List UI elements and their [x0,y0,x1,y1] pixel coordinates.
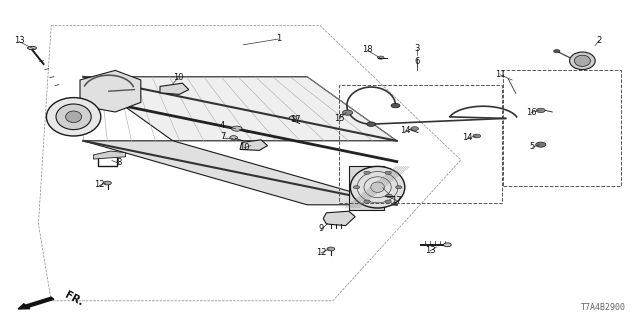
Circle shape [536,142,546,147]
Text: 12: 12 [316,248,326,257]
Circle shape [473,134,481,138]
Text: 16: 16 [526,108,536,116]
Text: T7A4B2900: T7A4B2900 [581,303,626,312]
Circle shape [353,186,360,189]
Circle shape [364,200,370,203]
Text: 4: 4 [220,121,225,130]
Circle shape [104,181,111,185]
Circle shape [385,171,391,174]
Circle shape [327,247,335,251]
Polygon shape [83,141,397,205]
Text: 8: 8 [116,158,122,167]
Text: 7: 7 [220,132,225,141]
Text: 17: 17 [291,115,301,124]
Circle shape [367,122,376,126]
Ellipse shape [575,55,591,67]
Text: 13: 13 [14,36,24,44]
Bar [503,70,621,186]
Text: 3: 3 [414,44,419,52]
Circle shape [411,127,419,131]
Text: 6: 6 [414,57,419,66]
Circle shape [386,194,392,197]
Ellipse shape [56,104,92,130]
Text: 9: 9 [319,224,324,233]
Polygon shape [80,70,141,112]
Circle shape [536,108,545,113]
Polygon shape [323,211,355,226]
Text: 14: 14 [400,126,410,135]
Circle shape [342,110,353,115]
Circle shape [554,50,560,53]
Circle shape [364,171,370,174]
Text: 18: 18 [362,45,372,54]
Text: 13: 13 [425,246,435,255]
Text: 14: 14 [462,133,472,142]
Text: 5: 5 [530,142,535,151]
Circle shape [391,103,400,108]
FancyArrow shape [18,297,54,309]
Text: 12: 12 [94,180,104,189]
Ellipse shape [570,52,595,70]
Circle shape [232,126,242,131]
Text: 10: 10 [173,73,183,82]
Ellipse shape [444,243,451,247]
Circle shape [396,186,402,189]
Text: FR.: FR. [63,290,84,308]
Text: 1: 1 [276,34,281,43]
Polygon shape [240,140,268,150]
Ellipse shape [351,166,404,208]
Ellipse shape [66,111,82,123]
Polygon shape [83,77,397,141]
Bar [339,85,502,203]
Text: 15: 15 [334,114,344,123]
Circle shape [289,116,297,120]
Circle shape [378,56,384,59]
Text: 2: 2 [596,36,602,44]
Ellipse shape [47,98,101,136]
Polygon shape [349,166,384,210]
Circle shape [385,200,391,203]
Text: 17: 17 [392,196,402,204]
Ellipse shape [28,46,36,50]
Circle shape [230,136,237,140]
Polygon shape [93,151,125,159]
Text: 11: 11 [495,70,506,79]
Text: 10: 10 [239,143,250,152]
Polygon shape [160,83,189,94]
